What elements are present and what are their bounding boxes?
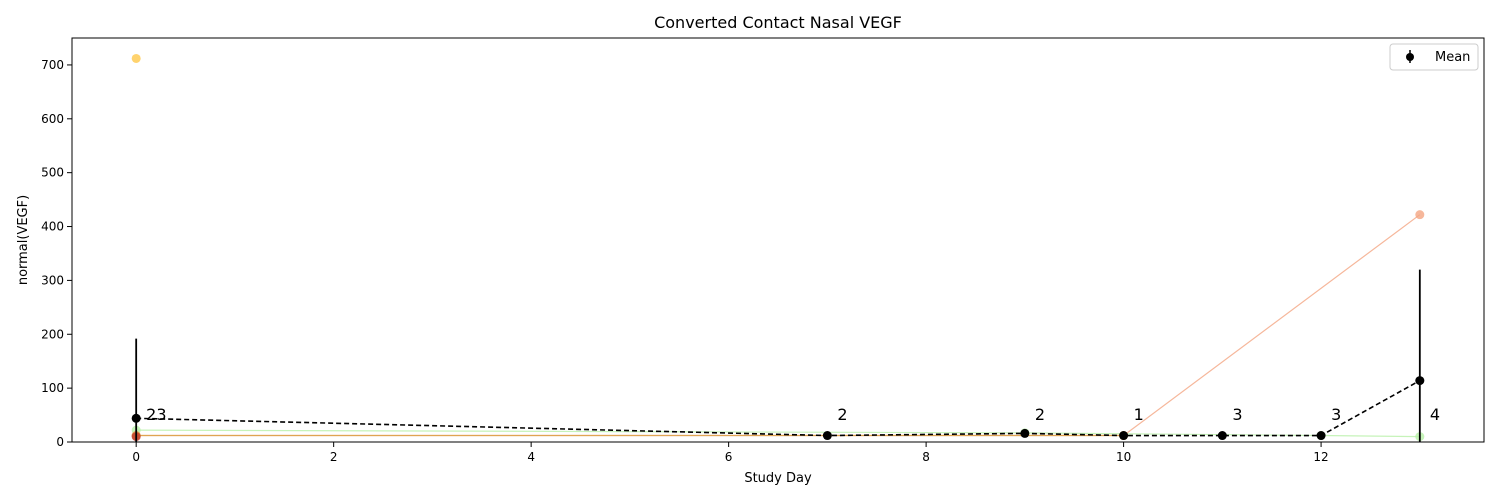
plot-area: 23 2 2 1 3 3 4 0 2 4 6 8 10 12 0 100 200 300 400 500 600 700 [41,37,1485,464]
legend-frame [1389,43,1479,71]
x-tick-label-5: 10 [1116,450,1131,464]
sample-count-label-1: 2 [837,405,847,424]
y-axis-label: normal(VEGF) [16,195,31,285]
x-tick-label-1: 2 [330,450,338,464]
y-tick-label-0: 0 [56,435,64,449]
x-tick-label-3: 6 [725,450,733,464]
mean-point-6 [1415,376,1425,386]
subject-point-2-2 [1415,210,1425,220]
mean-point-3 [1119,431,1129,441]
y-tick-label-2: 200 [41,327,64,341]
y-tick-label-6: 600 [41,112,64,126]
sample-count-label-6: 4 [1430,405,1440,424]
sample-count-label-0: 23 [146,405,166,424]
subject-line-1 [136,429,1420,438]
mean-point-4 [1217,431,1227,441]
mean-line [136,379,1421,437]
subject-line-2 [136,214,1421,437]
y-tick-label-7: 700 [41,58,64,72]
axes-frame [71,37,1485,443]
x-axis-label: Study Day [744,471,812,486]
sample-count-label-4: 3 [1232,405,1242,424]
y-tick-label-5: 500 [41,166,64,180]
mean-point-2 [1020,428,1030,438]
chart-title: Converted Contact Nasal VEGF [654,13,902,32]
x-tick-label-0: 0 [132,450,140,464]
legend-entry-mean: Mean [1435,50,1470,65]
mean-point-1 [822,431,832,441]
mean-point-0 [131,413,141,423]
legend-mean-marker [1406,53,1414,61]
y-tick-label-3: 300 [41,273,64,287]
x-tick-label-6: 12 [1313,450,1328,464]
x-tick-label-4: 8 [922,450,930,464]
legend: Mean [1389,43,1479,71]
sample-count-label-3: 1 [1134,405,1144,424]
y-tick-label-4: 400 [41,220,64,234]
mean-point-5 [1316,431,1326,441]
x-tick-label-2: 4 [527,450,535,464]
sample-count-label-5: 3 [1331,405,1341,424]
sample-count-label-2: 2 [1035,405,1045,424]
y-tick-label-1: 100 [41,381,64,395]
subject-point-0-0 [131,53,141,63]
